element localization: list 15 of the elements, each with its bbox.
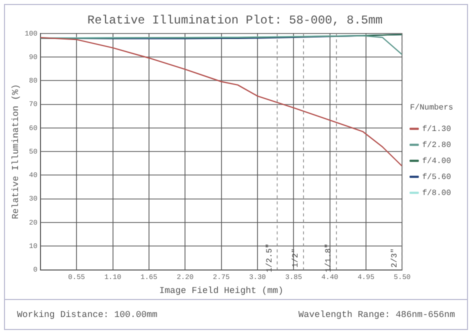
annotation: 1/2.5" <box>265 244 274 272</box>
text: Working Distance: 100.00mm <box>17 310 158 320</box>
legend-label: f/4.00 <box>422 156 452 166</box>
annotation: 1/2" <box>292 248 301 268</box>
legend-label: f/2.80 <box>422 140 452 150</box>
legend-label: f/8.00 <box>422 188 452 198</box>
legend-label: f/1.30 <box>422 124 452 134</box>
chart-title: Relative Illumination Plot: 58-000, 8.5mm <box>87 13 383 28</box>
text: Wavelength Range: 486nm-656nm <box>298 310 455 320</box>
legend-label: f/5.60 <box>422 172 452 182</box>
x-axis-title: Image Field Height (mm) <box>159 286 284 296</box>
annotation: 2/3" <box>390 248 400 268</box>
y-axis-title: Relative Illumination (%) <box>10 84 21 220</box>
annotation: 1/1.8" <box>324 244 334 272</box>
legend-title: F/Numbers <box>410 103 454 112</box>
